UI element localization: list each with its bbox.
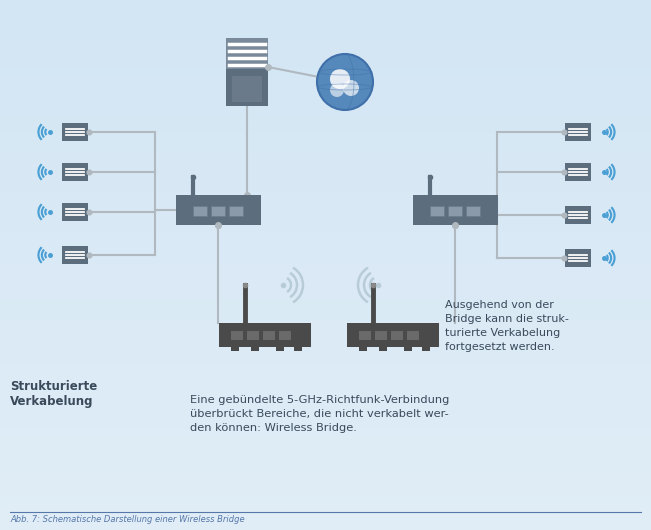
Circle shape bbox=[317, 54, 373, 110]
Bar bbox=[466, 206, 480, 216]
Text: Eine gebündelte 5-GHz-Richtfunk-Verbindung
überbrückt Bereiche, die nicht verkab: Eine gebündelte 5-GHz-Richtfunk-Verbindu… bbox=[190, 395, 449, 433]
Bar bbox=[565, 249, 590, 267]
Bar bbox=[219, 323, 311, 347]
Bar bbox=[359, 347, 367, 351]
FancyBboxPatch shape bbox=[413, 195, 497, 225]
Bar bbox=[565, 163, 590, 181]
Bar bbox=[347, 323, 439, 347]
Bar bbox=[430, 206, 444, 216]
Bar bbox=[448, 206, 462, 216]
Bar bbox=[565, 206, 590, 224]
Bar bbox=[62, 122, 88, 142]
Circle shape bbox=[343, 80, 359, 96]
Bar bbox=[62, 245, 88, 264]
Bar bbox=[226, 38, 268, 68]
Bar bbox=[193, 206, 207, 216]
Bar bbox=[232, 76, 262, 102]
Bar bbox=[247, 331, 259, 340]
Bar bbox=[422, 347, 430, 351]
Bar bbox=[226, 38, 268, 106]
Bar bbox=[211, 206, 225, 216]
Bar bbox=[404, 347, 412, 351]
Bar bbox=[359, 331, 371, 340]
Text: Strukturierte
Verkabelung: Strukturierte Verkabelung bbox=[10, 380, 97, 408]
Bar bbox=[62, 202, 88, 222]
Bar bbox=[379, 347, 387, 351]
Text: Abb. 7: Schematische Darstellung einer Wireless Bridge: Abb. 7: Schematische Darstellung einer W… bbox=[10, 515, 245, 524]
Bar bbox=[251, 347, 259, 351]
Bar bbox=[375, 331, 387, 340]
Bar bbox=[229, 206, 243, 216]
Bar bbox=[263, 331, 275, 340]
Bar bbox=[565, 122, 590, 142]
Text: Ausgehend von der
Bridge kann die struk-
turierte Verkabelung
fortgesetzt werden: Ausgehend von der Bridge kann die struk-… bbox=[445, 300, 569, 352]
Bar bbox=[231, 331, 243, 340]
Bar bbox=[62, 163, 88, 181]
Circle shape bbox=[330, 83, 344, 97]
Bar bbox=[231, 347, 239, 351]
Circle shape bbox=[330, 69, 350, 89]
FancyBboxPatch shape bbox=[176, 195, 260, 225]
Bar bbox=[391, 331, 403, 340]
Bar bbox=[407, 331, 419, 340]
Bar bbox=[279, 331, 291, 340]
Bar bbox=[276, 347, 284, 351]
Bar bbox=[294, 347, 302, 351]
